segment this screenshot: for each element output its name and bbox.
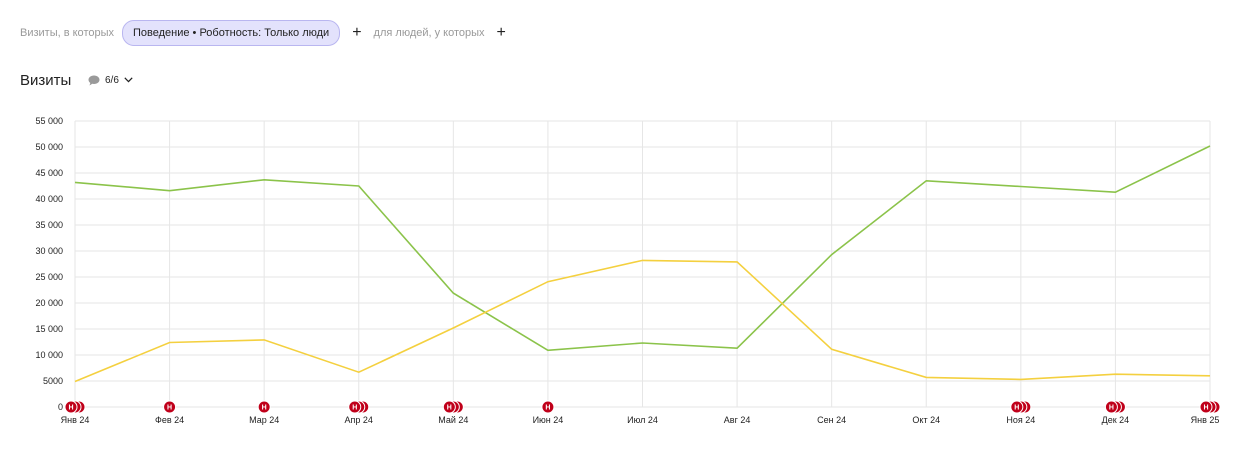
y-tick-label: 45 000	[35, 168, 63, 178]
annotation-circle	[163, 400, 177, 414]
annotation-circle	[1199, 400, 1213, 414]
annotation-marker[interactable]: Н	[64, 400, 86, 414]
series-line-1	[74, 145, 1211, 352]
x-tick-label: Янв 25	[1191, 415, 1220, 425]
x-tick-label: Сен 24	[817, 415, 846, 425]
annotation-label: Н	[1109, 405, 1114, 412]
annotation-circle	[1104, 400, 1118, 414]
annotation-marker[interactable]: Н	[348, 400, 370, 414]
annotations-count: 6/6	[105, 74, 119, 86]
segment-filter-bar: Визиты, в которых Поведение • Роботность…	[20, 20, 518, 46]
people-condition-label: для людей, у которых	[373, 27, 485, 39]
y-tick-label: 20 000	[35, 298, 63, 308]
y-tick-label: 25 000	[35, 272, 63, 282]
x-tick-label: Ноя 24	[1006, 415, 1035, 425]
annotation-marker[interactable]: Н	[257, 400, 271, 414]
annotation-marker[interactable]: Н	[1010, 400, 1032, 414]
x-tick-label: Мар 24	[249, 415, 279, 425]
annotation-marker[interactable]: Н	[541, 400, 555, 414]
y-tick-label: 15 000	[35, 324, 63, 334]
annotation-label: Н	[68, 405, 73, 412]
add-visit-condition-plus-icon[interactable]: +	[352, 24, 362, 41]
annotation-marker[interactable]: Н	[163, 400, 177, 414]
visits-condition-label: Визиты, в которых	[20, 27, 114, 39]
y-tick-label: 0	[58, 402, 63, 412]
annotation-label: Н	[167, 405, 172, 412]
x-tick-label: Авг 24	[724, 415, 751, 425]
x-tick-label: Июн 24	[533, 415, 564, 425]
y-tick-label: 5000	[43, 376, 63, 386]
annotation-circle	[1010, 400, 1024, 414]
x-tick-label: Дек 24	[1102, 415, 1130, 425]
chart-grid	[74, 120, 1211, 408]
x-tick-label: Фев 24	[155, 415, 184, 425]
comment-bubble-icon	[88, 75, 100, 85]
annotation-label: Н	[262, 405, 267, 412]
chevron-down-icon	[124, 77, 133, 83]
annotation-marker[interactable]: Н	[1104, 400, 1126, 414]
chart-series	[74, 145, 1211, 383]
robotness-filter-chip[interactable]: Поведение • Роботность: Только люди	[122, 20, 341, 46]
add-people-condition-plus-icon[interactable]: +	[496, 24, 506, 41]
y-tick-label: 55 000	[35, 116, 63, 126]
x-tick-label: Май 24	[438, 415, 468, 425]
annotation-marker[interactable]: Н	[1199, 400, 1221, 414]
annotations-toggle[interactable]: 6/6	[88, 72, 133, 88]
y-tick-label: 40 000	[35, 194, 63, 204]
x-tick-label: Апр 24	[345, 415, 373, 425]
annotation-label: Н	[352, 405, 357, 412]
y-tick-label: 50 000	[35, 142, 63, 152]
annotation-circle	[541, 400, 555, 414]
annotation-label: Н	[447, 405, 452, 412]
y-tick-label: 35 000	[35, 220, 63, 230]
x-tick-label: Июл 24	[627, 415, 658, 425]
y-axis: 0 5000 10 000 15 000 20 000 25 000 30 000 35 00…	[35, 116, 63, 412]
annotation-circle	[442, 400, 456, 414]
x-axis: Янв 24 Фев 24 Мар 24 Апр 24 Май 24 Июн 24 Июл …	[61, 415, 1220, 425]
series-line-2	[74, 259, 1211, 383]
annotation-circle	[64, 400, 78, 414]
chart-title: Визиты	[20, 72, 72, 89]
x-tick-label: Окт 24	[912, 415, 940, 425]
annotation-label: Н	[1203, 405, 1208, 412]
annotation-label: Н	[545, 405, 550, 412]
annotation-marker[interactable]: Н	[442, 400, 464, 414]
y-tick-label: 30 000	[35, 246, 63, 256]
annotation-circle	[257, 400, 271, 414]
x-tick-label: Янв 24	[61, 415, 90, 425]
annotation-circle	[348, 400, 362, 414]
y-tick-label: 10 000	[35, 350, 63, 360]
annotation-label: Н	[1014, 405, 1019, 412]
